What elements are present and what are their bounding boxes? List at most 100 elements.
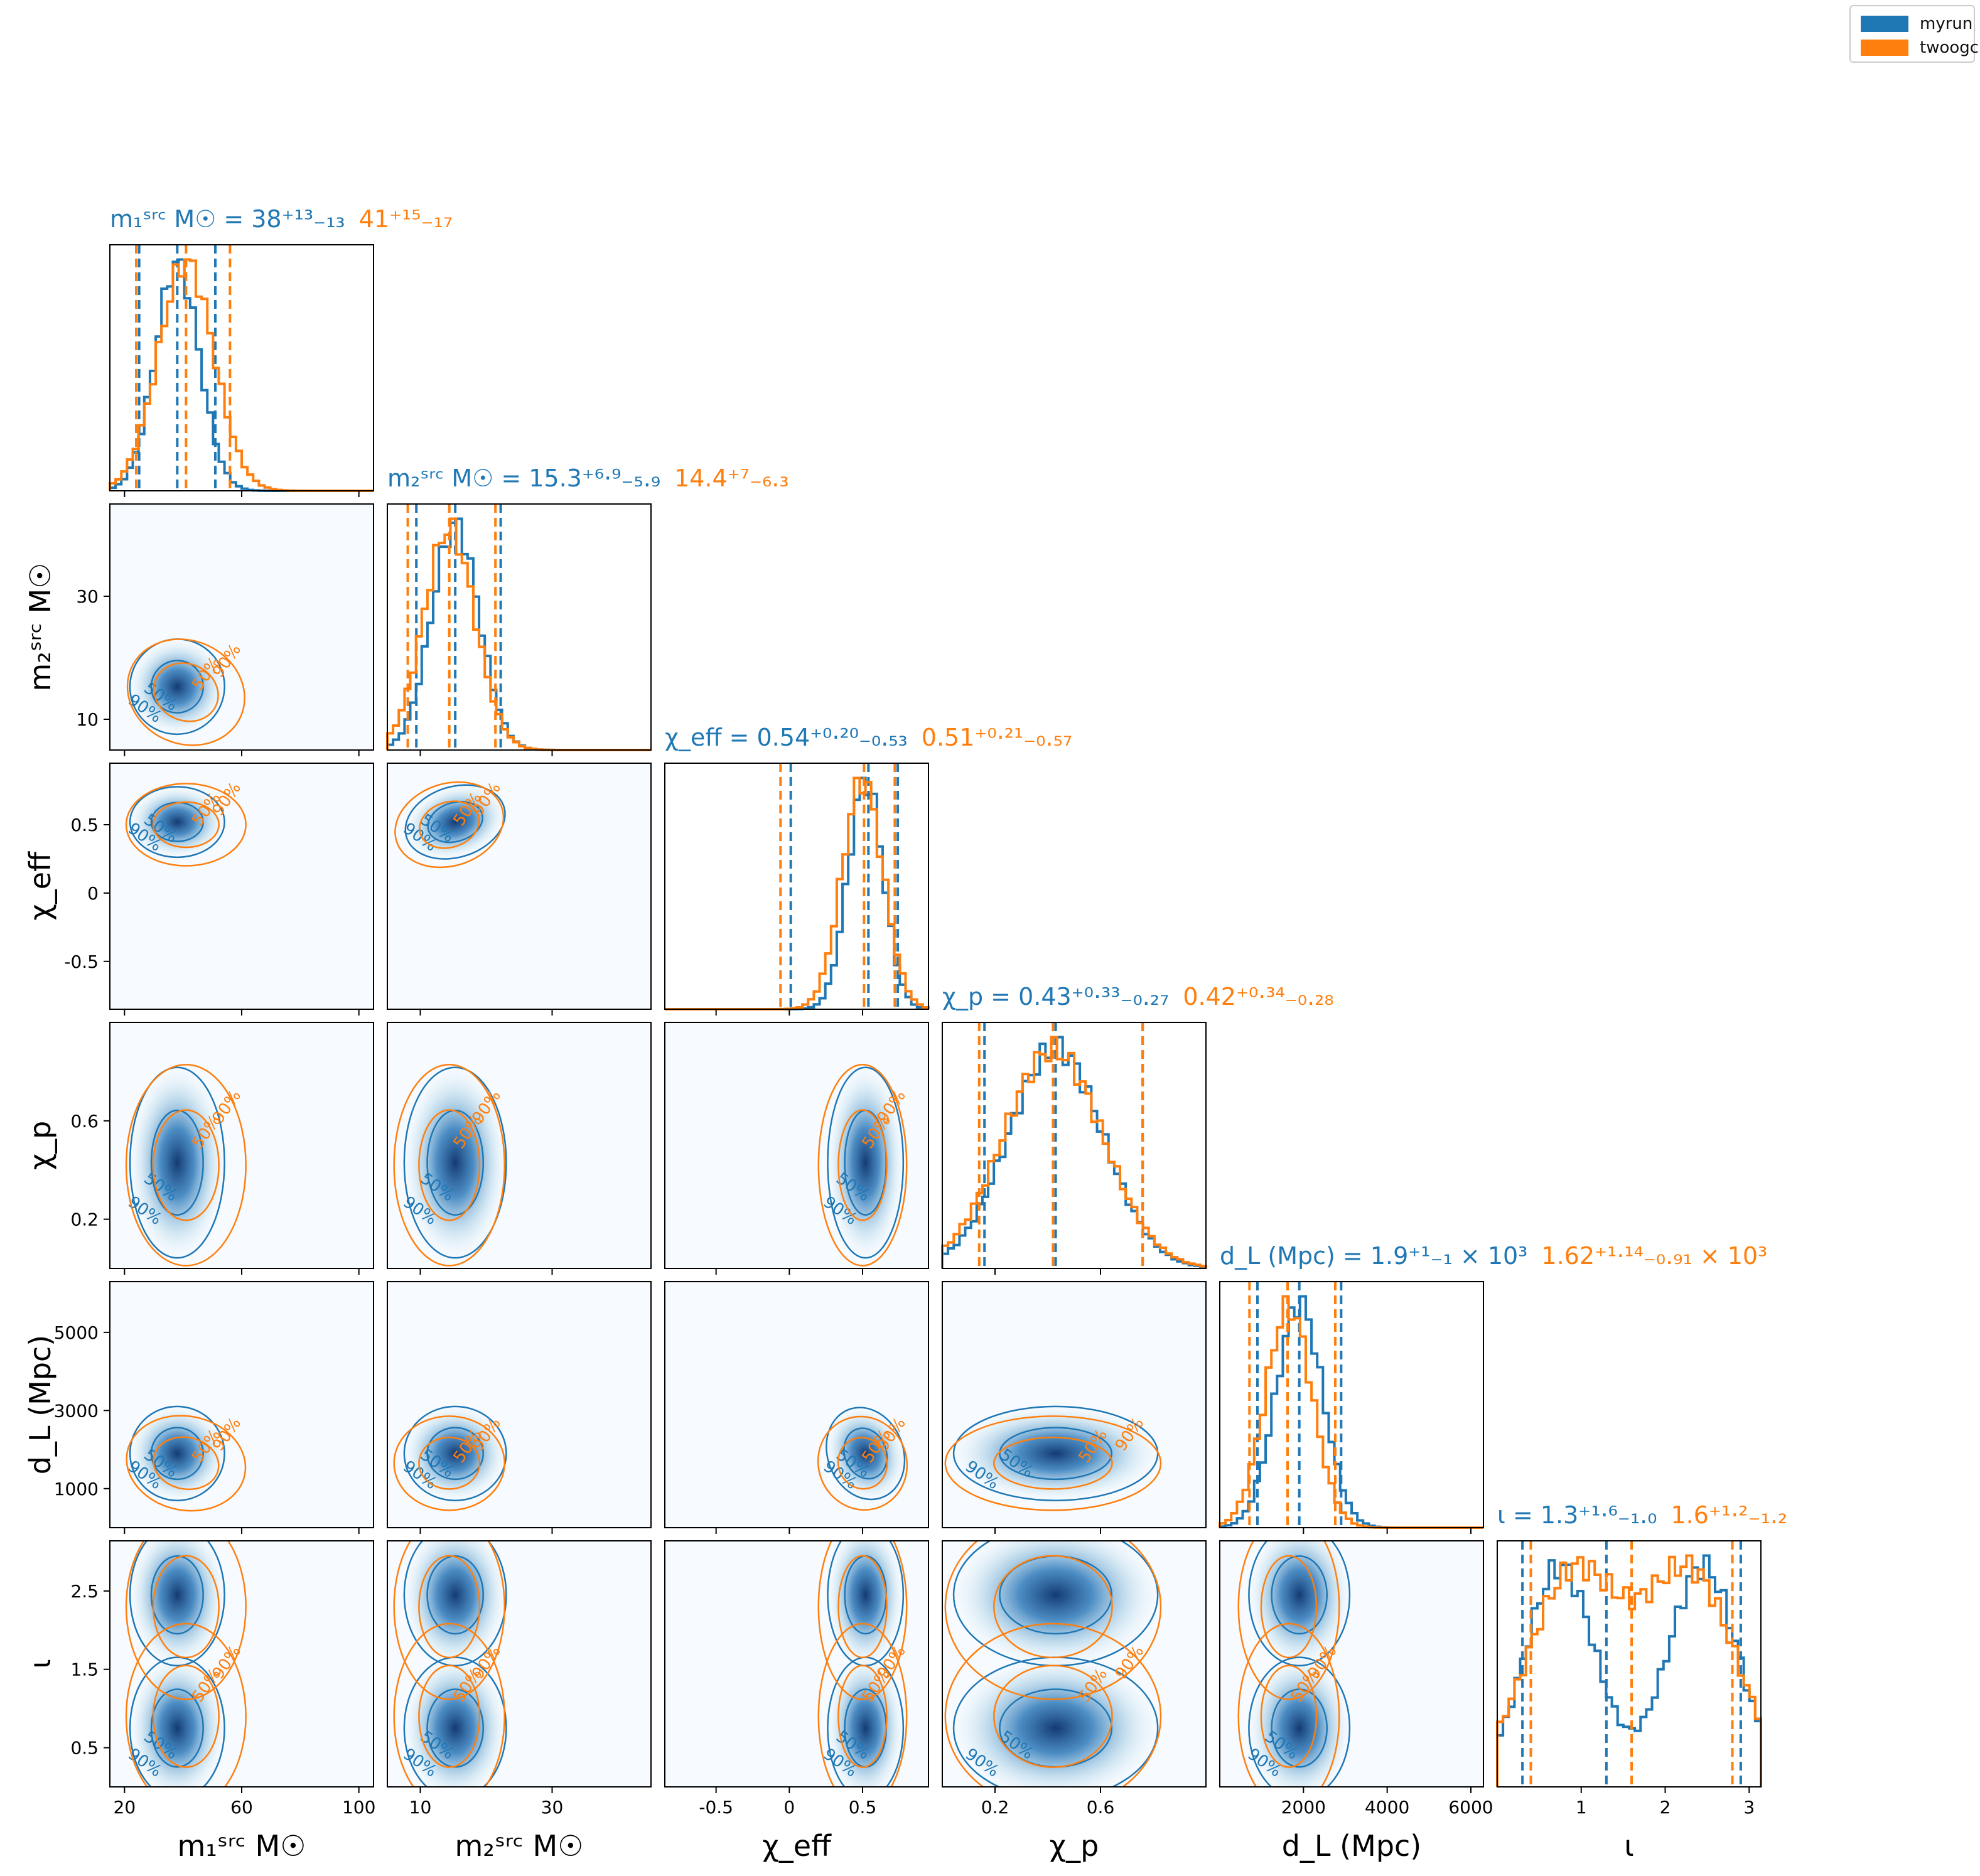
hist-frame: [664, 763, 929, 1010]
y-tick-label-iota-0: 0.5: [70, 1738, 99, 1759]
y-axis-label-m2: m₂ˢʳᶜ M☉: [23, 563, 57, 692]
title-myrun-m2: m₂ˢʳᶜ M☉ = 15.3⁺⁶·⁹₋₅.₉: [387, 464, 660, 492]
density-blob: [129, 1405, 226, 1502]
contour-twoogc-50%: [837, 1555, 888, 1659]
title-myrun-d_L: d_L (Mpc) = 1.9⁺¹₋₁ × 10³: [1220, 1242, 1527, 1270]
hist-frame: [1497, 1540, 1762, 1788]
contour-myrun-50%: [150, 1688, 204, 1768]
title-m2: m₂ˢʳᶜ M☉ = 15.3⁺⁶·⁹₋₅.₉ 14.4⁺⁷₋₆.₃: [387, 464, 789, 492]
panel-d_L-m2: 50%90%50%90%: [387, 1281, 652, 1534]
hist-bg: [1497, 1541, 1761, 1787]
x-tick-label-iota-2: 3: [1743, 1797, 1755, 1818]
contour-twoogc-90%: [393, 1415, 505, 1511]
title-twoogc-m1: 41⁺¹⁵₋₁₇: [359, 205, 453, 233]
contour-twoogc-50%: [418, 1109, 481, 1221]
panel-frame: [942, 1281, 1207, 1528]
contour-myrun-90%: [129, 638, 225, 736]
y-tick-label-chi_eff-1: 0: [87, 883, 99, 904]
y-tick-label-d_L-1: 3000: [54, 1400, 99, 1421]
contour-twoogc-50%: [837, 1109, 888, 1221]
panel-iota-chi_p: 50%90%50%90% 0.2 0.6: [942, 1540, 1207, 1818]
contour-twoogc-90%: [1237, 1622, 1340, 1787]
title-myrun-iota: ι = 1.3⁺¹·⁶₋₁.₀: [1497, 1501, 1657, 1529]
contour-twoogc-90%: [944, 1622, 1162, 1787]
density-blob: [402, 1065, 508, 1260]
x-tick-label-d_L-1: 4000: [1365, 1797, 1409, 1818]
title-myrun-chi_p: χ_p = 0.43⁺⁰·³³₋₀.₂₇: [942, 983, 1169, 1010]
panel-chi_eff-m2: 50%90%50%90%: [387, 763, 652, 1016]
panel-chi_p-chi_p: χ_p = 0.43⁺⁰·³³₋₀.₂₇ 0.42⁺⁰·³⁴₋₀.₂₈: [941, 983, 1334, 1275]
contour-myrun-90%: [129, 1405, 225, 1501]
contour-myrun-50%: [150, 1109, 204, 1216]
title-m1: m₁ˢʳᶜ M☉ = 38⁺¹³₋₁₃ 41⁺¹⁵₋₁₇: [110, 205, 453, 233]
y-tick-label-m2-0: 10: [76, 709, 99, 730]
contour-twoogc-90%: [944, 1415, 1162, 1511]
hist-frame: [1219, 1281, 1484, 1528]
x-tick-label-d_L-0: 2000: [1281, 1797, 1326, 1818]
density-blob: [129, 1656, 226, 1787]
contour-myrun-90%: [403, 1066, 507, 1259]
contour-myrun-90%: [404, 784, 506, 860]
contour-twoogc-90%: [393, 1622, 505, 1787]
density-blob: [404, 784, 507, 860]
title-twoogc-m2: 14.4⁺⁷₋₆.₃: [674, 464, 789, 492]
density-blob: [129, 1065, 226, 1260]
panel-frame: [664, 1022, 929, 1269]
contour-twoogc-90%: [944, 1541, 1162, 1700]
contour-twoogc-50%: [1260, 1664, 1318, 1768]
density-blob: [825, 1406, 906, 1501]
contour-twoogc-90%: [817, 1541, 908, 1700]
contour-twoogc-50%: [993, 1555, 1113, 1659]
contour-twoogc-90%: [125, 1063, 247, 1267]
density-layer: 50%90%50%90%: [124, 638, 245, 746]
contour-myrun-90%: [129, 786, 225, 859]
contour-myrun-90%: [129, 1541, 225, 1667]
panel-iota-m1: 50%90%50%90% 20 60 100 0.5 1.5 2.5: [70, 1540, 375, 1818]
contour-twoogc-50%: [418, 1664, 481, 1768]
panel-frame: [387, 1022, 652, 1269]
contour-twoogc-50%: [152, 1109, 220, 1221]
x-tick-label-m2-0: 10: [409, 1797, 432, 1818]
density-blob: [403, 1541, 508, 1668]
title-chi_eff: χ_eff = 0.54⁺⁰·²⁰₋₀.₅₃ 0.51⁺⁰·²¹₋₀.₅₇: [665, 724, 1072, 751]
density-layer: 50%90%50%90%: [817, 1063, 910, 1267]
contour-myrun-90%: [1248, 1541, 1351, 1667]
density-blob: [129, 638, 226, 736]
contour-twoogc-50%: [837, 1437, 888, 1490]
density-layer: 50%90%50%90%: [124, 1541, 247, 1787]
x-tick-label-chi_p-0: 0.2: [981, 1797, 1009, 1818]
panel-d_L-chi_eff: 50%90%50%90%: [664, 1281, 929, 1534]
contour-twoogc-50%: [419, 800, 480, 849]
x-axis-label-d_L: d_L (Mpc): [1282, 1829, 1422, 1863]
contour-twoogc-50%: [153, 1436, 220, 1491]
contour-myrun-90%: [403, 1405, 507, 1501]
y-tick-label-m2-1: 30: [76, 586, 99, 607]
contour-twoogc-50%: [152, 1555, 220, 1659]
title-twoogc-iota: 1.6⁺¹·²₋₁.₂: [1671, 1501, 1788, 1529]
contour-twoogc-50%: [153, 662, 219, 722]
hist-frame: [942, 1022, 1207, 1269]
contour-myrun-90%: [1248, 1656, 1351, 1787]
y-tick-label-d_L-2: 5000: [54, 1322, 99, 1343]
legend-swatch-myrun: [1861, 16, 1908, 32]
density-blob: [129, 1541, 226, 1668]
contour-myrun-90%: [827, 1066, 905, 1259]
hist-twoogc: [941, 1036, 1207, 1268]
contour-twoogc-90%: [817, 1415, 908, 1511]
hist-bg: [387, 504, 651, 750]
density-blob: [1247, 1656, 1351, 1787]
density-layer: 50%90%50%90%: [944, 1405, 1162, 1511]
panel-iota-m2: 50%90%50%90% 10 30: [387, 1540, 652, 1818]
x-tick-label-m1-1: 60: [230, 1797, 253, 1818]
title-twoogc-chi_p: 0.42⁺⁰·³⁴₋₀.₂₈: [1183, 983, 1333, 1010]
density-layer: 50%90%50%90%: [393, 1541, 508, 1787]
legend-entry-twoogc: twoogc: [1861, 36, 1979, 59]
contour-twoogc-50%: [837, 1664, 888, 1768]
panel-chi_p-chi_eff: 50%90%50%90%: [664, 1022, 929, 1275]
density-layer: 50%90%50%90%: [393, 1405, 508, 1511]
density-blob: [1247, 1541, 1351, 1668]
y-axis-label-chi_eff: χ_eff: [23, 851, 57, 921]
x-tick-label-chi_eff-2: 0.5: [849, 1797, 877, 1818]
legend-swatch-twoogc: [1861, 40, 1908, 56]
